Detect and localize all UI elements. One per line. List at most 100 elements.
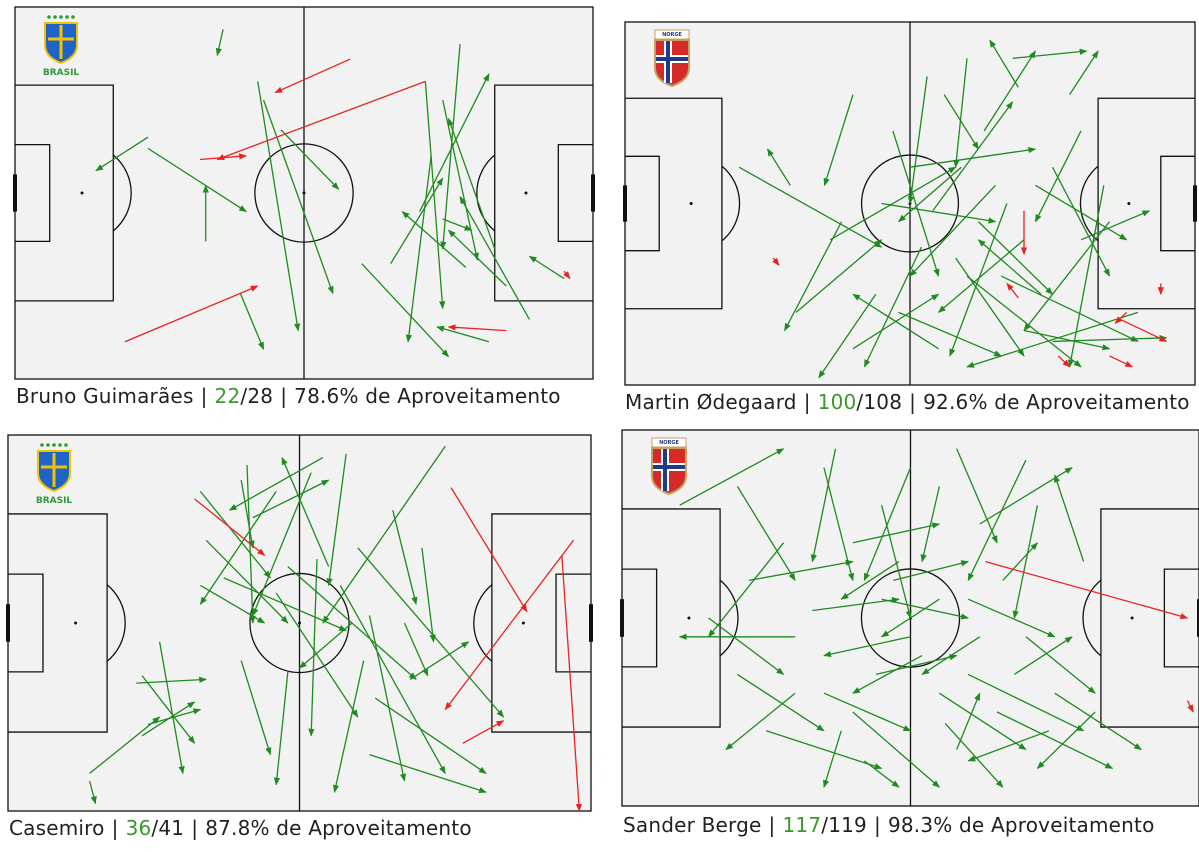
player-name: Martin Ødegaard [625,390,797,414]
separator: | [111,816,119,840]
pass-arrow [1054,474,1085,562]
pass-arrow [409,641,470,680]
completed-count: 36 [125,816,152,840]
pass-arrow [898,166,962,223]
player-name: Casemiro [9,816,105,840]
pass-arrow [823,730,842,788]
pass-arrow [863,467,912,582]
pass-arrow [748,559,854,582]
penalty-arc [721,165,741,242]
pass-arrow [920,486,940,563]
pass-arrow [199,491,277,605]
pass-arrow [1109,355,1134,368]
completed-count: 117 [782,813,822,837]
pass-arrow [956,448,998,544]
pass-arrow [823,692,912,732]
pass-arrow [893,560,969,582]
pass-arrow [949,203,1008,357]
pass-arrow [966,311,1139,368]
badge-text: BRASIL [36,496,73,506]
pass-arrow [147,708,202,726]
pass-arrow [332,660,365,793]
pass-arrow [252,472,312,617]
badge-cross-inner [656,41,688,83]
pass-arrow [738,166,883,248]
pass-arrow [955,257,1025,357]
six-yard-box [1163,568,1199,668]
pass-arrow [1006,282,1019,299]
pass-arrow [561,555,582,812]
pass-arrow [368,615,407,782]
pass-arrow [136,676,207,684]
pass-arrow [967,459,1027,582]
pass-arrow [216,80,426,161]
penalty-box [15,84,114,302]
pass-arrow [784,221,843,332]
pass-arrow [459,196,530,320]
penalty-arc [112,154,132,232]
attempted-count: 119 [828,813,867,837]
pass-arrow [938,692,1027,751]
pitch-panel: NORGE [623,21,1197,386]
center-circle [860,154,960,253]
pass-arrow [1025,636,1096,694]
penalty-box [625,97,723,310]
pass-arrow [983,50,1036,132]
pass-arrow [810,448,837,563]
caption: Casemiro | 36/41 | 87.8% de Aproveitamento [9,816,472,840]
pass-arrow [852,711,940,788]
six-yard-box [557,143,593,243]
badge-cross-inner [653,449,685,491]
pass-arrow [708,542,785,638]
pass-arrow [996,711,1114,769]
pass-arrow [818,293,877,379]
pass-arrow [147,147,247,213]
pass-arrow [240,480,255,549]
penalty-box [622,508,721,728]
badge-top [651,437,687,448]
pass-arrow [823,636,911,658]
pass-arrow [737,673,825,732]
pass-arrow [239,293,265,350]
pass-arrow [158,641,185,775]
pass-arrow [985,560,1189,620]
six-yard-box [625,155,660,252]
pass-arrow [1080,210,1151,241]
player-name: Bruno Guimarães [16,384,194,408]
pass-arrow [880,598,940,638]
pass-arrow [215,29,224,57]
penalty-box [491,513,591,733]
badge-text: NORGE [662,32,682,38]
caption: Bruno Guimarães | 22/28 | 78.6% de Aproveita… [16,384,561,408]
pass-arrow [1120,319,1168,343]
pass-arrow [419,73,490,212]
pass-arrow [1002,542,1038,581]
center-circle [254,143,354,243]
pass-arrow [863,246,922,368]
accuracy: 78.6% de Aproveitamento [294,384,561,408]
six-yard-box [555,573,591,673]
pass-arrow [967,598,1056,638]
badge-cross [48,25,74,59]
penalty-spot [521,621,525,625]
penalty-box [1100,508,1199,728]
pass-arrow [89,716,161,774]
badge-text: NORGE [659,440,679,446]
separator: | [191,816,199,840]
pass-arrow [240,660,272,756]
pass-arrow [124,285,259,343]
pass-arrow [795,239,883,313]
pass-arrow [442,99,479,261]
penalty-spot [687,616,691,620]
pass-arrow [907,76,928,205]
attempted-count: 108 [863,390,903,414]
six-yard-box [8,573,44,673]
pass-arrow [141,675,196,744]
center-spot [302,191,306,195]
pass-arrow [421,547,436,643]
pass-arrow [1036,711,1096,769]
pass-arrow [262,99,334,295]
pass-arrow [390,177,444,265]
pass-arrow [403,622,429,677]
